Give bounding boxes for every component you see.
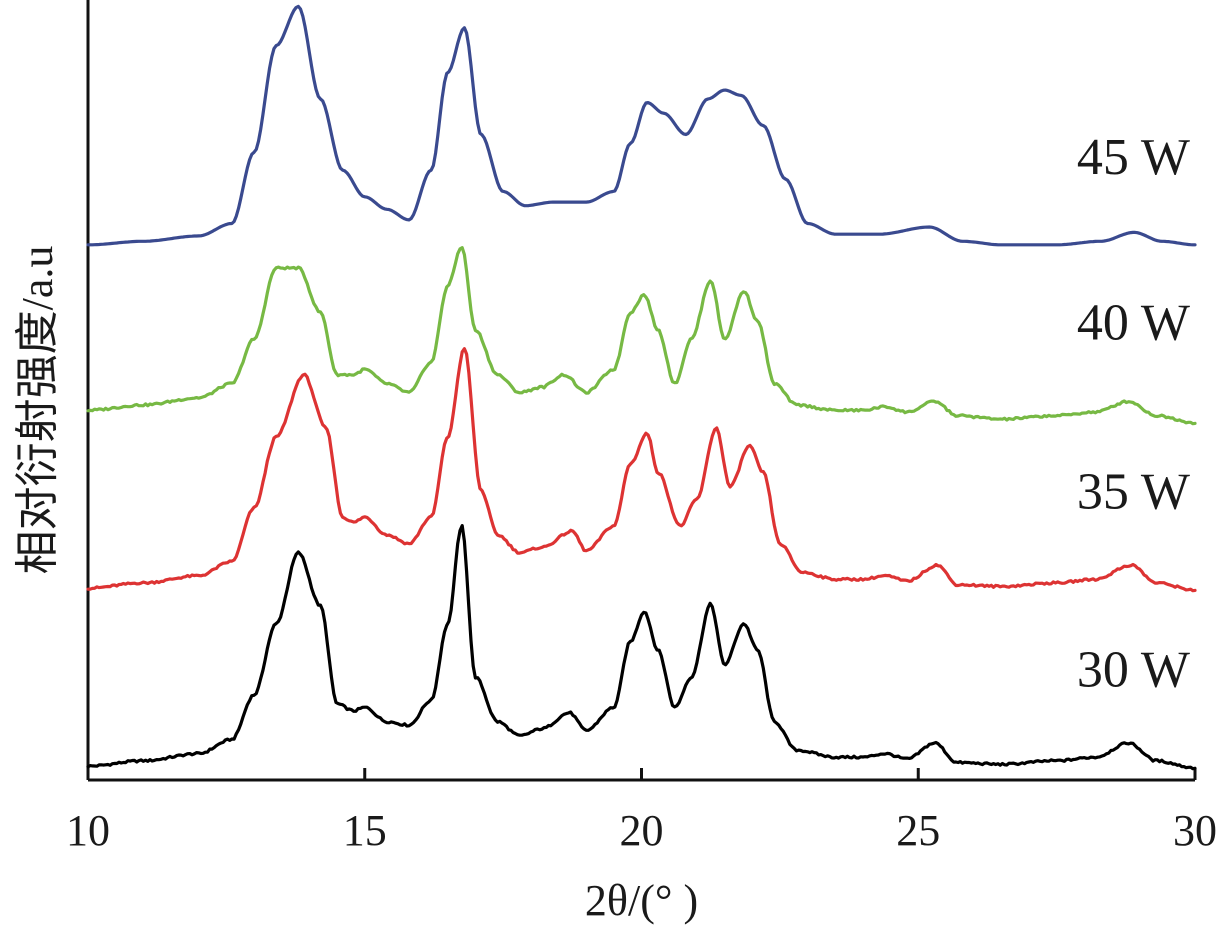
series-line-45w	[86, 4, 1197, 247]
x-tick-label: 20	[620, 806, 664, 855]
series-label: 30 W	[1077, 641, 1190, 698]
series-labels: 30 W 35 W 40 W 45 W	[1077, 129, 1190, 698]
series-traces	[86, 4, 1197, 771]
series-line-30w	[86, 524, 1197, 771]
x-axis-title: 2θ/(° )	[585, 876, 698, 925]
x-tick-label: 25	[896, 806, 940, 855]
x-tick-label: 30	[1173, 806, 1217, 855]
series-label: 45 W	[1077, 129, 1190, 186]
x-ticks: 10 15 20 25 30	[66, 768, 1217, 855]
series-line-35w	[86, 347, 1197, 593]
x-tick-label: 15	[343, 806, 387, 855]
x-tick-label: 10	[66, 806, 110, 855]
series-label: 40 W	[1077, 294, 1190, 351]
series-line-40w	[86, 246, 1197, 426]
y-axis-title: 相对衍射强度/a.u	[13, 246, 62, 575]
series-label: 35 W	[1077, 463, 1190, 520]
